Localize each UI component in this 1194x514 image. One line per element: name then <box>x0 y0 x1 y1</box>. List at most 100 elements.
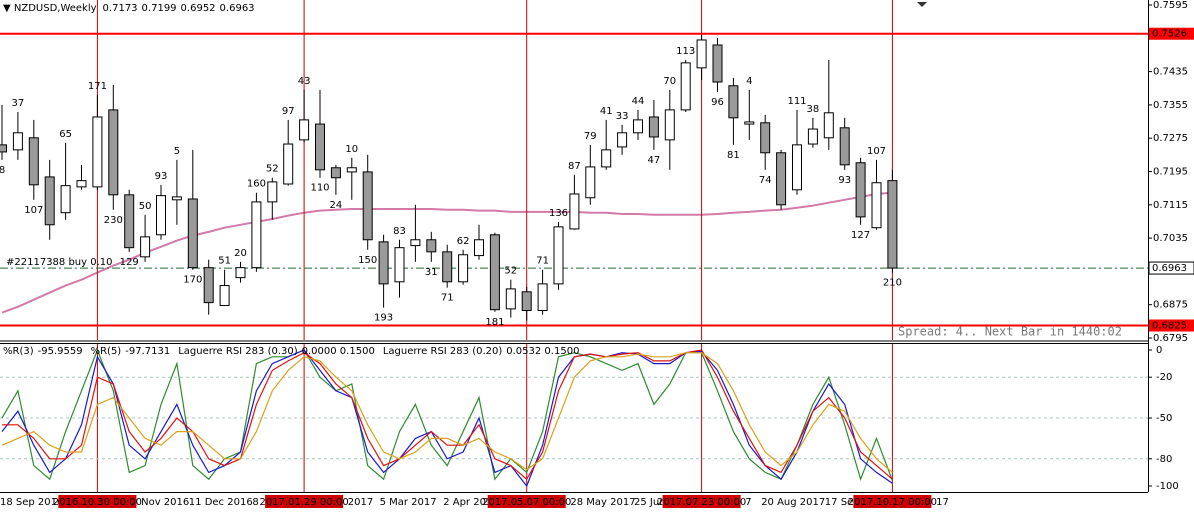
candle-annotation: 110 <box>310 183 329 194</box>
legend-value: -97.7131 <box>125 346 170 357</box>
candle-body <box>267 181 278 203</box>
y-tick-label: -50 <box>1156 413 1172 424</box>
candle-annotation: 33 <box>616 111 629 122</box>
candle-body <box>664 109 675 141</box>
time-marker-label-box <box>487 495 566 508</box>
candle-body <box>251 201 262 269</box>
candle-annotation: 150 <box>358 255 377 266</box>
candle-body <box>696 39 707 69</box>
y-tick-label: 0.7035 <box>1153 233 1188 244</box>
candle-body <box>76 180 87 188</box>
candle-annotation: 24 <box>330 200 343 211</box>
y-tick-label: 0.7435 <box>1153 67 1188 78</box>
level-label: 0.6825 <box>1152 321 1187 332</box>
candle-body <box>505 288 516 310</box>
time-marker-label: 2016.10.30 00:00 <box>53 497 142 508</box>
status-text: Spread: 4.. Next Bar in 1440:02 <box>898 325 1122 339</box>
candle-body <box>203 267 214 304</box>
candle-annotation: 193 <box>374 313 393 324</box>
candle-annotation: 74 <box>759 175 772 186</box>
x-tick-label: 17 Sep <box>825 497 860 508</box>
candle-body <box>744 121 755 125</box>
x-tick-label: 2 Apr 201 <box>443 497 492 508</box>
candle-body <box>426 239 437 253</box>
candle-annotation: 107 <box>867 146 886 157</box>
candle-annotation: 129 <box>120 257 139 268</box>
time-marker-label: 2017.01.29 00:00 <box>259 497 348 508</box>
candle-annotation: 43 <box>298 76 311 87</box>
y-tick-label: -80 <box>1156 454 1172 465</box>
candle-annotation: 97 <box>282 106 295 117</box>
candle-annotation: 127 <box>851 230 870 241</box>
candle-annotation: 160 <box>247 179 266 190</box>
candle-body <box>633 119 643 134</box>
candle-annotation: 111 <box>787 96 806 107</box>
candle-body <box>839 127 850 166</box>
candle-body <box>410 239 421 247</box>
candle-body <box>474 239 484 257</box>
candle-body <box>760 122 771 154</box>
x-tick-label: 11 Dec 2016 <box>189 497 253 508</box>
header-high: 0.7199 <box>142 3 177 14</box>
x-tick-label: 25 Jun <box>634 497 666 508</box>
candle-body <box>855 162 866 218</box>
candle-annotation: 47 <box>648 155 661 166</box>
legend-name: Laguerre RSI 283 (0.30) <box>178 346 298 357</box>
x-tick-label: 18 Sep 2016 <box>0 497 63 508</box>
candle-annotation: 71 <box>536 256 549 267</box>
x-tick-label: 28 May 2017 <box>570 497 635 508</box>
candle-body <box>458 254 469 283</box>
x-tick-label: 20 Aug 2017 <box>761 497 825 508</box>
legend-value: 0.0000 0.1500 <box>302 346 375 357</box>
candle-body <box>283 143 294 185</box>
indicator-line <box>1 352 893 473</box>
candle-annotation: 8 <box>0 165 5 176</box>
candle-annotation: 96 <box>711 97 724 108</box>
candle-body <box>315 123 325 171</box>
candle-body <box>219 285 230 307</box>
candle-body <box>807 128 818 145</box>
candle-annotation: 70 <box>663 76 676 87</box>
candle-annotation: 113 <box>676 46 695 57</box>
overlay: ▼ NZDUSD,Weekly 0.7173 0.7199 0.6952 0.6963 … <box>3 3 1122 357</box>
candle-body <box>792 144 802 191</box>
candle-annotation: 87 <box>568 161 581 172</box>
y-tick-label: 0.7595 <box>1153 0 1188 11</box>
candle-annotation: 4 <box>746 76 752 87</box>
candle-body <box>521 291 532 312</box>
candle-body <box>585 166 596 199</box>
header-open: 0.7173 <box>103 3 138 14</box>
legend-value: 0.0532 0.1500 <box>506 346 579 357</box>
candle-annotation: 50 <box>139 201 152 212</box>
legend-value: -95.9559 <box>38 346 83 357</box>
candle-annotation: 136 <box>549 208 568 219</box>
candle-body <box>140 236 151 258</box>
candle-annotation: 171 <box>88 81 107 92</box>
candle-body <box>299 119 310 141</box>
candle-annotation: 38 <box>807 104 820 115</box>
indicator-line <box>1 348 893 482</box>
header-low: 0.6952 <box>181 3 216 14</box>
candle-annotation: 107 <box>24 205 43 216</box>
y-tick-label: 0.7195 <box>1153 167 1188 178</box>
y-tick-label: 0.7115 <box>1153 200 1188 211</box>
y-tick-label: -20 <box>1156 372 1172 383</box>
indicator-line <box>2 349 893 481</box>
candle-body <box>601 149 612 168</box>
candle-body <box>156 195 166 236</box>
x-tick-label: 7 <box>745 497 751 508</box>
price-panel: #22117388 buy 0.10 8 37 107 65 171 230 129 50 93 5… <box>0 0 1148 340</box>
x-tick-label: 5 Mar 2017 <box>380 497 437 508</box>
candle-body <box>362 171 373 241</box>
candle-annotation: 170 <box>183 275 202 286</box>
candle-body <box>28 137 39 186</box>
candle-body <box>92 116 103 188</box>
candle-body <box>537 283 548 312</box>
candle-body <box>489 234 500 311</box>
y-tick-label: 0.7275 <box>1153 133 1188 144</box>
candle-body <box>823 112 834 139</box>
candle-annotation: 62 <box>457 236 470 247</box>
candle-annotation: 44 <box>632 96 645 107</box>
candle-body <box>728 85 739 119</box>
